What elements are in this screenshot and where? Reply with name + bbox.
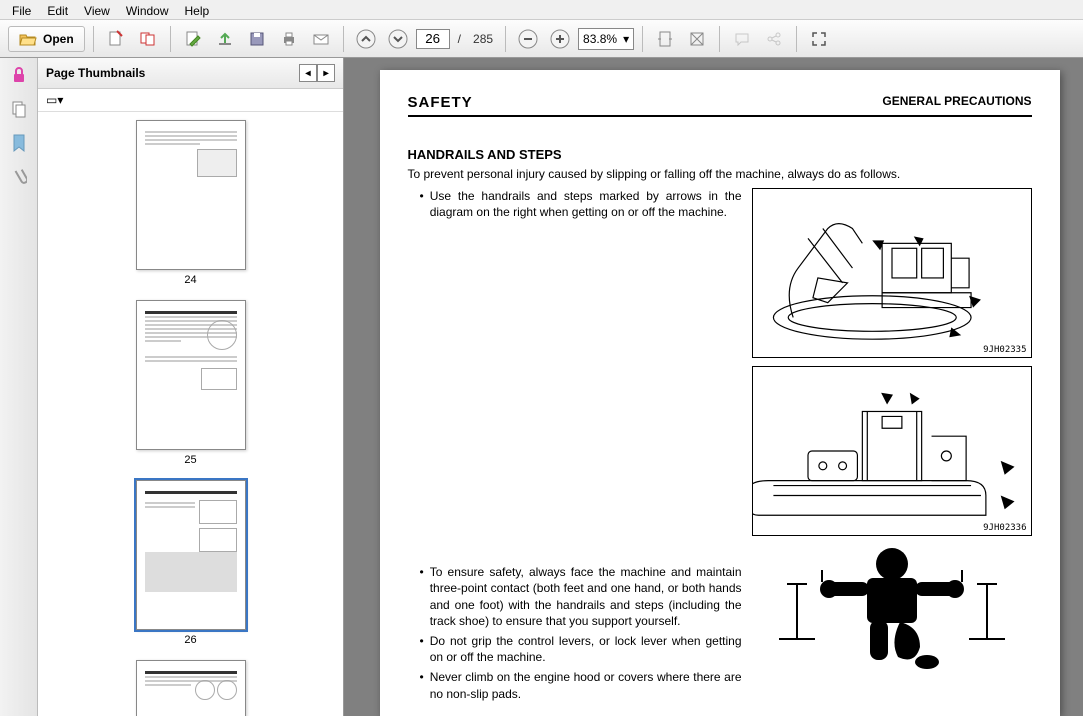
- header-left: SAFETY: [408, 94, 473, 111]
- thumbnail-preview: [136, 480, 246, 630]
- open-button[interactable]: Open: [8, 26, 85, 52]
- bullet-3: Do not grip the control levers, or lock …: [430, 633, 742, 665]
- separator: [343, 26, 344, 52]
- figure-1-caption: 9JH02335: [983, 345, 1026, 355]
- navigation-tabs: [0, 58, 38, 716]
- document-page: SAFETY GENERAL PRECAUTIONS HANDRAILS AND…: [380, 70, 1060, 716]
- thumbnail-label: 26: [184, 634, 196, 646]
- lock-icon[interactable]: [8, 64, 30, 86]
- intro-text: To prevent personal injury caused by sli…: [408, 166, 1032, 182]
- share-icon[interactable]: [760, 25, 788, 53]
- attachment-icon[interactable]: [8, 166, 30, 188]
- menu-window[interactable]: Window: [118, 2, 177, 17]
- bookmark-icon[interactable]: [8, 132, 30, 154]
- thumbnails-title: Page Thumbnails: [46, 66, 145, 80]
- zoom-in-icon[interactable]: [546, 25, 574, 53]
- section-title: HANDRAILS AND STEPS: [408, 147, 1032, 162]
- fullscreen-icon[interactable]: [805, 25, 833, 53]
- bullet-1: Use the handrails and steps marked by ar…: [430, 188, 742, 220]
- document-viewport[interactable]: SAFETY GENERAL PRECAUTIONS HANDRAILS AND…: [344, 58, 1083, 716]
- thumbnails-panel: Page Thumbnails ◂ ▸ ▭▾ 24: [38, 58, 344, 716]
- thumbnail-item[interactable]: 24: [46, 120, 335, 286]
- menu-bar: File Edit View Window Help: [0, 0, 1083, 20]
- header-right: GENERAL PRECAUTIONS: [882, 94, 1031, 111]
- thumbnails-list[interactable]: 24 25: [38, 112, 343, 716]
- create-pdf-icon[interactable]: [102, 25, 130, 53]
- thumbnail-preview: [136, 300, 246, 450]
- figure-3: [752, 544, 1032, 664]
- fit-page-icon[interactable]: [651, 25, 679, 53]
- edit-icon[interactable]: [179, 25, 207, 53]
- thumbnail-label: 25: [184, 454, 196, 466]
- export-icon[interactable]: [211, 25, 239, 53]
- page-up-icon[interactable]: [352, 25, 380, 53]
- zoom-select[interactable]: 83.8% ▾: [578, 28, 634, 50]
- separator: [93, 26, 94, 52]
- thumbnail-preview: [136, 120, 246, 270]
- thumbnail-item[interactable]: 27: [46, 660, 335, 716]
- thumbnail-item[interactable]: 26: [46, 480, 335, 646]
- thumbnail-item[interactable]: 25: [46, 300, 335, 466]
- thumbnail-label: 24: [184, 274, 196, 286]
- separator: [642, 26, 643, 52]
- main-area: Page Thumbnails ◂ ▸ ▭▾ 24: [0, 58, 1083, 716]
- bullet-2: To ensure safety, always face the machin…: [430, 564, 742, 629]
- print-icon[interactable]: [275, 25, 303, 53]
- figure-2: 9JH02336: [752, 366, 1032, 536]
- comment-icon[interactable]: [728, 25, 756, 53]
- menu-help[interactable]: Help: [177, 2, 218, 17]
- page-total: 285: [469, 32, 497, 46]
- page-down-icon[interactable]: [384, 25, 412, 53]
- save-icon[interactable]: [243, 25, 271, 53]
- figure-2-caption: 9JH02336: [983, 523, 1026, 533]
- folder-open-icon: [19, 31, 37, 47]
- page-number-input[interactable]: [416, 29, 450, 49]
- figure-1: 9JH02335: [752, 188, 1032, 358]
- thumb-options-icon[interactable]: ▭▾: [46, 93, 63, 107]
- separator: [796, 26, 797, 52]
- thumb-prev-icon[interactable]: ◂: [299, 64, 317, 82]
- thumb-next-icon[interactable]: ▸: [317, 64, 335, 82]
- chevron-down-icon: ▾: [623, 32, 629, 46]
- toolbar: Open / 285 83.8% ▾: [0, 20, 1083, 58]
- page-separator: /: [454, 32, 465, 46]
- fit-width-icon[interactable]: [683, 25, 711, 53]
- thumbnail-preview: [136, 660, 246, 716]
- menu-file[interactable]: File: [4, 2, 39, 17]
- pages-icon[interactable]: [8, 98, 30, 120]
- separator: [505, 26, 506, 52]
- separator: [170, 26, 171, 52]
- zoom-out-icon[interactable]: [514, 25, 542, 53]
- page-header: SAFETY GENERAL PRECAUTIONS: [408, 94, 1032, 117]
- menu-view[interactable]: View: [76, 2, 118, 17]
- zoom-value: 83.8%: [583, 32, 617, 46]
- separator: [719, 26, 720, 52]
- thumbnails-toolbar: ▭▾: [38, 89, 343, 112]
- thumbnails-header: Page Thumbnails ◂ ▸: [38, 58, 343, 89]
- email-icon[interactable]: [307, 25, 335, 53]
- bullet-4: Never climb on the engine hood or covers…: [430, 669, 742, 701]
- open-label: Open: [43, 32, 74, 46]
- combine-icon[interactable]: [134, 25, 162, 53]
- menu-edit[interactable]: Edit: [39, 2, 76, 17]
